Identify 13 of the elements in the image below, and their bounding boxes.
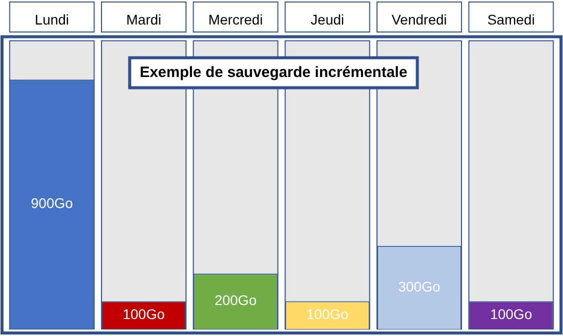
data-label: 900Go (30, 195, 74, 212)
data-label: 100Go (122, 306, 165, 322)
x-tick-label: Vendredi (392, 11, 447, 28)
x-tick-label: Jeudi (310, 11, 344, 28)
data-label: 200Go (214, 292, 257, 308)
data-label: 100Go (490, 306, 532, 322)
x-tick-label: Samedi (487, 11, 535, 28)
x-tick-label: Lundi (34, 11, 70, 28)
text: Exemple de sauvegarde incrémentale (140, 64, 408, 81)
data-label: 100Go (306, 306, 349, 322)
data-label: 300Go (398, 278, 440, 294)
x-tick-label: Mardi (126, 11, 162, 28)
x-tick-label: Mercredi (208, 11, 263, 28)
